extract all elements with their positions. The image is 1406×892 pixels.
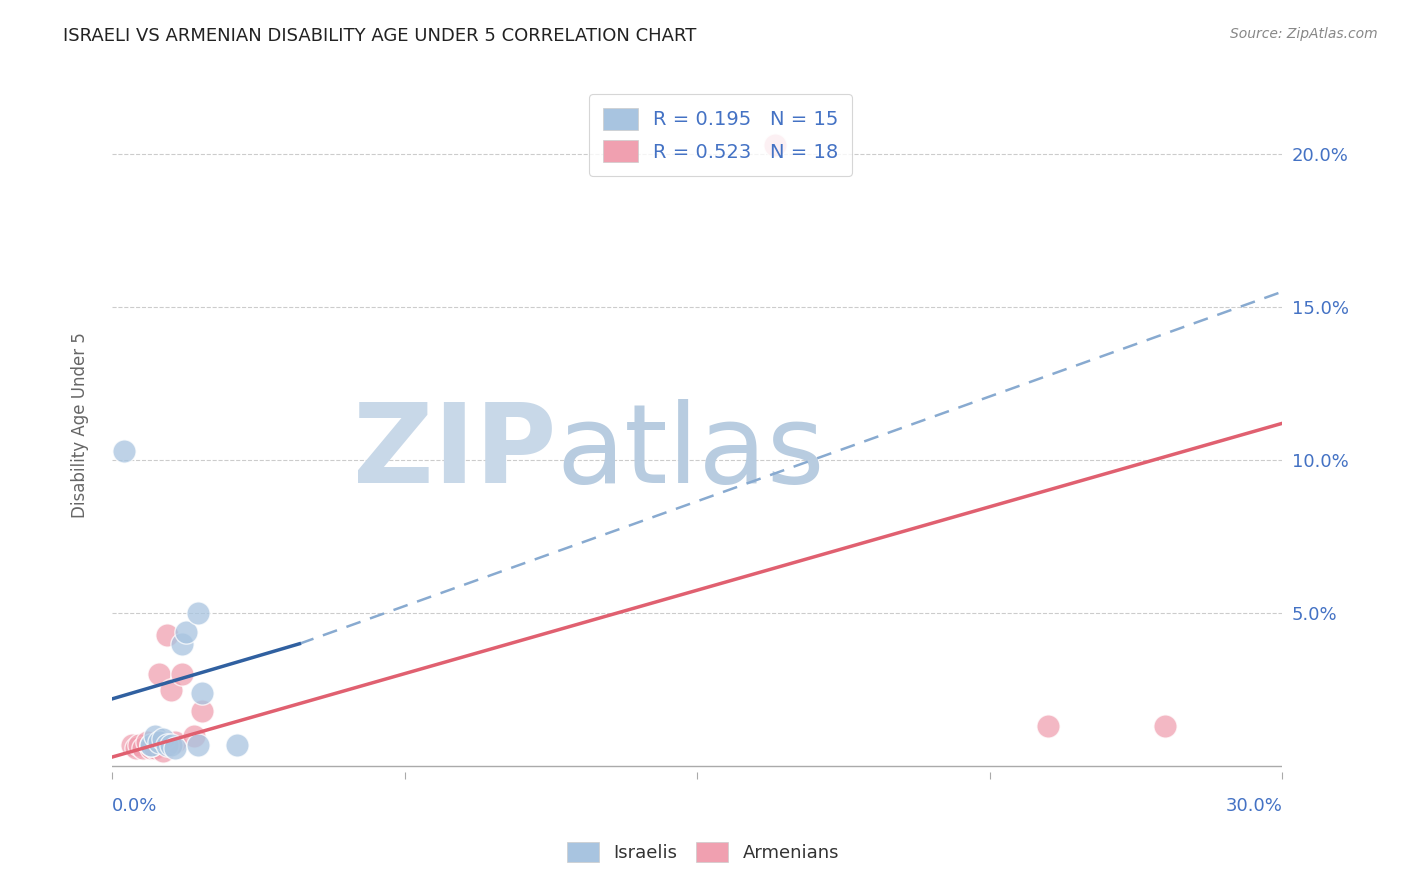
Point xyxy=(172,637,194,651)
Point xyxy=(191,686,214,700)
Text: 30.0%: 30.0% xyxy=(1225,797,1282,815)
Point xyxy=(159,738,181,752)
Point xyxy=(141,738,163,752)
Point xyxy=(156,627,179,641)
Point xyxy=(187,606,209,620)
Point xyxy=(152,731,174,746)
Text: atlas: atlas xyxy=(557,400,825,506)
Point xyxy=(163,740,186,755)
Point xyxy=(128,738,150,752)
Point xyxy=(112,444,135,458)
Point xyxy=(763,137,786,152)
Point xyxy=(1154,719,1177,733)
Point xyxy=(174,624,197,639)
Point xyxy=(172,667,194,681)
Point xyxy=(136,735,159,749)
Y-axis label: Disability Age Under 5: Disability Age Under 5 xyxy=(72,332,89,518)
Point xyxy=(1036,719,1059,733)
Point xyxy=(148,667,170,681)
Point xyxy=(143,740,166,755)
Point xyxy=(148,735,170,749)
Point xyxy=(159,682,181,697)
Text: 0.0%: 0.0% xyxy=(112,797,157,815)
Legend: Israelis, Armenians: Israelis, Armenians xyxy=(560,834,846,870)
Point xyxy=(141,740,163,755)
Point xyxy=(143,729,166,743)
Legend: R = 0.195   N = 15, R = 0.523   N = 18: R = 0.195 N = 15, R = 0.523 N = 18 xyxy=(589,95,852,176)
Point xyxy=(156,738,179,752)
Text: ZIP: ZIP xyxy=(353,400,557,506)
Point xyxy=(163,735,186,749)
Text: ISRAELI VS ARMENIAN DISABILITY AGE UNDER 5 CORRELATION CHART: ISRAELI VS ARMENIAN DISABILITY AGE UNDER… xyxy=(63,27,696,45)
Point xyxy=(191,704,214,718)
Point xyxy=(226,738,249,752)
Point xyxy=(187,738,209,752)
Point xyxy=(124,740,146,755)
Point xyxy=(141,738,163,752)
Point xyxy=(121,738,143,752)
Point xyxy=(132,740,155,755)
Point xyxy=(152,744,174,758)
Point xyxy=(183,729,205,743)
Text: Source: ZipAtlas.com: Source: ZipAtlas.com xyxy=(1230,27,1378,41)
